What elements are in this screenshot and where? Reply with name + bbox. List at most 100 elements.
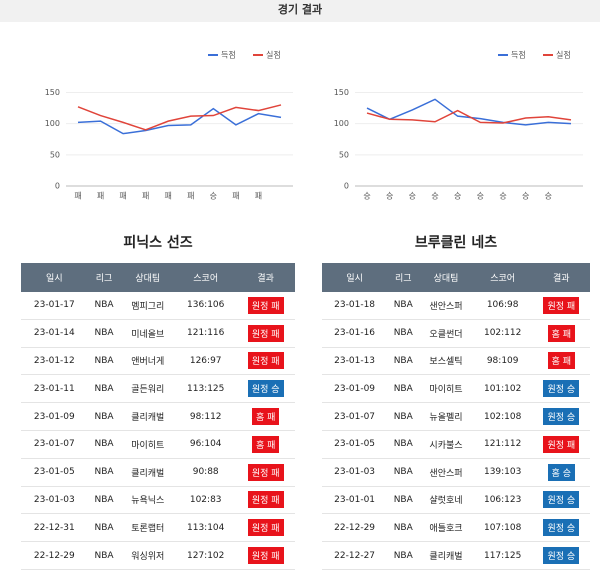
result-badge: 원정 패 — [247, 296, 284, 314]
result-badge: 원정 패 — [247, 352, 284, 370]
x-tick-label: 승 — [431, 192, 438, 201]
column-header: 일시 — [21, 263, 88, 292]
date-cell: 23-01-03 — [322, 458, 388, 487]
result-badge: 홈 승 — [547, 463, 576, 481]
x-tick-label: 승 — [499, 192, 506, 201]
table-row: 23-01-16 NBA 오클썬더 102:112 홈 패 — [322, 319, 590, 348]
date-cell: 23-01-09 — [322, 374, 388, 404]
result-badge: 원정 패 — [543, 296, 580, 314]
x-tick-label: 패 — [187, 191, 194, 201]
result-cell: 원정 패 — [236, 292, 295, 320]
score-cell: 101:102 — [472, 374, 533, 404]
result-badge: 원정 승 — [543, 547, 580, 565]
table-row: 23-01-03 NBA 뉴욕닉스 102:83 원정 패 — [21, 486, 295, 515]
opponent-cell: 뉴올펠리 — [419, 402, 473, 431]
date-cell: 23-01-14 — [21, 319, 88, 348]
legend-label: 실점 — [556, 50, 571, 60]
result-cell: 원정 패 — [236, 541, 295, 570]
table-row: 23-01-13 NBA 보스셀틱 98:109 홈 패 — [322, 347, 590, 376]
table-row: 23-01-01 NBA 샬럿호네 106:123 원정 승 — [322, 486, 590, 515]
result-badge: 원정 승 — [247, 380, 284, 398]
opponent-cell: 워싱위저 — [120, 541, 176, 570]
team-title: 브루클린 네츠 — [414, 235, 498, 251]
date-cell: 23-01-03 — [21, 486, 88, 515]
result-badge: 원정 승 — [543, 408, 580, 426]
date-cell: 23-01-01 — [322, 486, 388, 515]
score-cell: 96:104 — [175, 430, 237, 459]
opponent-cell: 오클썬더 — [419, 319, 473, 348]
data-line — [366, 109, 572, 124]
legend-label: 득점 — [511, 50, 526, 60]
table-row: 23-01-09 NBA 마이히트 101:102 원정 승 — [322, 374, 590, 404]
result-badge: 원정 패 — [543, 435, 580, 453]
league-cell: NBA — [387, 374, 420, 404]
date-cell: 23-01-05 — [21, 458, 88, 487]
x-tick-label: 패 — [97, 191, 104, 201]
result-cell: 홈 승 — [532, 458, 590, 487]
date-cell: 23-01-16 — [322, 319, 388, 348]
result-cell: 원정 승 — [532, 541, 590, 570]
date-cell: 23-01-07 — [322, 402, 388, 431]
score-cell: 113:125 — [175, 374, 237, 404]
score-cell: 113:104 — [175, 513, 237, 543]
table-row: 23-01-11 NBA 골든워리 113:125 원정 승 — [21, 374, 295, 404]
result-cell: 원정 패 — [532, 292, 590, 320]
y-tick-label: 100 — [45, 119, 60, 128]
score-cell: 102:83 — [175, 486, 237, 515]
x-tick-label: 패 — [142, 191, 149, 201]
score-cell: 121:112 — [472, 430, 533, 459]
result-badge: 원정 패 — [247, 519, 284, 537]
opponent-cell: 뉴욕닉스 — [120, 486, 176, 515]
column-header: 결과 — [532, 263, 590, 292]
header-row: 일시 리그 상대팀 스코어 결과 — [21, 263, 295, 292]
y-tick-label: 0 — [344, 182, 349, 191]
result-badge: 원정 승 — [543, 380, 580, 398]
column-header: 스코어 — [175, 263, 237, 292]
result-cell: 원정 패 — [236, 319, 295, 348]
table-row: 23-01-05 NBA 클리캐벌 90:88 원정 패 — [21, 458, 295, 487]
x-tick-label: 패 — [255, 191, 262, 201]
result-badge: 홈 패 — [251, 408, 280, 426]
league-cell: NBA — [387, 319, 420, 348]
table-row: 23-01-12 NBA 앤버너게 126:97 원정 패 — [21, 347, 295, 376]
column-header: 결과 — [236, 263, 295, 292]
result-badge: 원정 패 — [247, 463, 284, 481]
league-cell: NBA — [87, 292, 121, 320]
date-cell: 23-01-12 — [21, 347, 88, 376]
league-cell: NBA — [387, 430, 420, 459]
opponent-cell: 마이히트 — [419, 374, 473, 404]
result-cell: 홈 패 — [236, 430, 295, 459]
table-row: 22-12-27 NBA 클리캐벌 117:125 원정 승 — [322, 541, 590, 570]
opponent-cell: 샬럿호네 — [419, 486, 473, 515]
x-tick-label: 패 — [232, 191, 239, 201]
score-cell: 126:97 — [175, 347, 237, 376]
data-line — [366, 98, 572, 126]
legend-label: 실점 — [266, 50, 281, 60]
y-tick-label: 150 — [334, 88, 349, 97]
table-row: 22-12-29 NBA 애틀호크 107:108 원정 승 — [322, 513, 590, 543]
score-cell: 106:123 — [472, 486, 533, 515]
date-cell: 23-01-11 — [21, 374, 88, 404]
team-title: 피닉스 선즈 — [123, 235, 193, 251]
date-cell: 22-12-29 — [21, 541, 88, 570]
score-cell: 127:102 — [175, 541, 237, 570]
x-tick-label: 승 — [210, 192, 217, 201]
score-cell: 102:112 — [472, 319, 533, 348]
date-cell: 22-12-31 — [21, 513, 88, 543]
date-cell: 23-01-05 — [322, 430, 388, 459]
legend-label: 득점 — [221, 50, 236, 60]
score-cell: 98:109 — [472, 347, 533, 376]
result-badge: 홈 패 — [547, 324, 576, 342]
score-cell: 102:108 — [472, 402, 533, 431]
y-tick-label: 150 — [45, 88, 60, 97]
score-cell: 98:112 — [175, 402, 237, 431]
result-badge: 원정 승 — [543, 519, 580, 537]
table-row: 23-01-17 NBA 멤피그리 136:106 원정 패 — [21, 292, 295, 320]
column-header: 리그 — [87, 263, 121, 292]
league-cell: NBA — [87, 513, 121, 543]
league-cell: NBA — [87, 319, 121, 348]
opponent-cell: 클리캐벌 — [120, 458, 176, 487]
league-cell: NBA — [387, 402, 420, 431]
league-cell: NBA — [87, 430, 121, 459]
